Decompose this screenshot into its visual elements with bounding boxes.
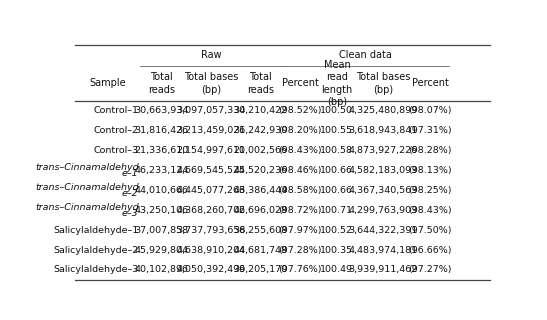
Text: 100.55: 100.55 (321, 126, 353, 135)
Text: (98.46%): (98.46%) (278, 166, 322, 175)
Text: 4,368,260,706: 4,368,260,706 (177, 206, 246, 215)
Text: (98.28%): (98.28%) (408, 146, 452, 155)
Text: 43,386,444: 43,386,444 (234, 186, 288, 195)
Text: (98.43%): (98.43%) (278, 146, 322, 155)
Text: 3,097,057,334: 3,097,057,334 (177, 106, 246, 115)
Text: 4,873,927,226: 4,873,927,226 (348, 146, 418, 155)
Text: (97.76%): (97.76%) (278, 265, 322, 275)
Text: 100.66: 100.66 (321, 186, 353, 195)
Text: 30,663,934: 30,663,934 (135, 106, 189, 115)
Text: 31,816,426: 31,816,426 (135, 126, 189, 135)
Text: 100.35: 100.35 (321, 245, 353, 254)
Text: (98.43%): (98.43%) (408, 206, 452, 215)
Text: Total bases
(bp): Total bases (bp) (356, 72, 410, 95)
Text: 30,210,422: 30,210,422 (234, 106, 288, 115)
Text: 4,669,545,524: 4,669,545,524 (177, 166, 246, 175)
Text: (97.97%): (97.97%) (278, 226, 322, 235)
Text: (98.52%): (98.52%) (278, 106, 322, 115)
Text: 31,242,930: 31,242,930 (234, 126, 288, 135)
Text: 4,638,910,204: 4,638,910,204 (177, 245, 246, 254)
Text: Control–2: Control–2 (94, 126, 139, 135)
Text: e–1: e–1 (122, 169, 139, 178)
Text: (98.13%): (98.13%) (408, 166, 452, 175)
Text: (98.58%): (98.58%) (278, 186, 322, 195)
Text: Control–3: Control–3 (94, 146, 139, 155)
Text: Total bases
(bp): Total bases (bp) (184, 72, 238, 95)
Text: e–3: e–3 (122, 209, 139, 218)
Text: Clean data: Clean data (339, 51, 392, 60)
Text: 100.50: 100.50 (321, 106, 353, 115)
Text: 100.52: 100.52 (321, 226, 353, 235)
Text: trans–Cinnamaldehyd: trans–Cinnamaldehyd (35, 183, 139, 192)
Text: 4,299,763,903: 4,299,763,903 (348, 206, 418, 215)
Text: (98.20%): (98.20%) (278, 126, 322, 135)
Text: 39,205,170: 39,205,170 (234, 265, 288, 275)
Text: 44,681,748: 44,681,748 (234, 245, 288, 254)
Text: Salicylaldehyde–1: Salicylaldehyde–1 (54, 226, 139, 235)
Text: 37,007,858: 37,007,858 (135, 226, 189, 235)
Text: 21,336,610: 21,336,610 (135, 146, 189, 155)
Text: (97.50%): (97.50%) (408, 226, 452, 235)
Text: Salicylaldehyde–3: Salicylaldehyde–3 (53, 265, 139, 275)
Text: Sample: Sample (89, 78, 126, 89)
Text: 4,050,392,496: 4,050,392,496 (177, 265, 246, 275)
Text: 100.71: 100.71 (321, 206, 353, 215)
Text: 4,325,480,899: 4,325,480,899 (348, 106, 418, 115)
Text: 3,644,322,391: 3,644,322,391 (348, 226, 418, 235)
Text: 44,010,666: 44,010,666 (135, 186, 189, 195)
Text: (96.66%): (96.66%) (408, 245, 452, 254)
Text: Raw: Raw (201, 51, 222, 60)
Text: 42,696,028: 42,696,028 (234, 206, 288, 215)
Text: 3,618,943,841: 3,618,943,841 (348, 126, 418, 135)
Text: Salicylaldehyde–2: Salicylaldehyde–2 (54, 245, 139, 254)
Text: trans–Cinnamaldehyd: trans–Cinnamaldehyd (35, 163, 139, 172)
Text: 2,154,997,610: 2,154,997,610 (177, 146, 246, 155)
Text: 40,102,896: 40,102,896 (135, 265, 189, 275)
Text: 100.49: 100.49 (321, 265, 353, 275)
Text: Total
reads: Total reads (148, 72, 175, 95)
Text: 100.58: 100.58 (321, 146, 353, 155)
Text: 43,250,106: 43,250,106 (135, 206, 189, 215)
Text: 4,582,183,093: 4,582,183,093 (348, 166, 418, 175)
Text: (97.27%): (97.27%) (408, 265, 452, 275)
Text: Percent: Percent (411, 78, 449, 89)
Text: (98.25%): (98.25%) (408, 186, 452, 195)
Text: 3,737,793,658: 3,737,793,658 (177, 226, 246, 235)
Text: 45,929,804: 45,929,804 (135, 245, 189, 254)
Text: 3,213,459,026: 3,213,459,026 (177, 126, 246, 135)
Text: 36,255,608: 36,255,608 (234, 226, 288, 235)
Text: Total
reads: Total reads (247, 72, 274, 95)
Text: Percent: Percent (282, 78, 319, 89)
Text: Control–1: Control–1 (94, 106, 139, 115)
Text: (97.31%): (97.31%) (408, 126, 452, 135)
Text: Mean
read
length
(bp): Mean read length (bp) (321, 60, 352, 107)
Text: 21,002,566: 21,002,566 (234, 146, 288, 155)
Text: (98.07%): (98.07%) (408, 106, 452, 115)
Text: 4,445,077,266: 4,445,077,266 (177, 186, 246, 195)
Text: 100.66: 100.66 (321, 166, 353, 175)
Text: 46,233,124: 46,233,124 (135, 166, 189, 175)
Text: e–2: e–2 (122, 189, 139, 198)
Text: (98.72%): (98.72%) (278, 206, 322, 215)
Text: 45,520,236: 45,520,236 (234, 166, 288, 175)
Text: 4,367,340,563: 4,367,340,563 (348, 186, 418, 195)
Text: trans–Cinnamaldehyd: trans–Cinnamaldehyd (35, 203, 139, 212)
Text: 4,483,974,181: 4,483,974,181 (348, 245, 418, 254)
Text: 3,939,911,462: 3,939,911,462 (348, 265, 418, 275)
Text: (97.28%): (97.28%) (278, 245, 322, 254)
